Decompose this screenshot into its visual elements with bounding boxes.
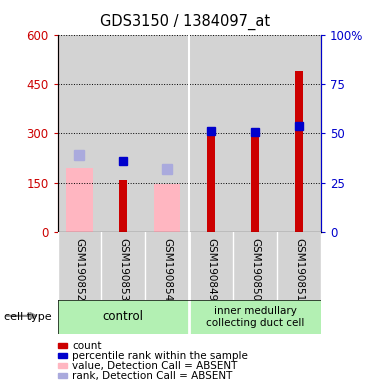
- Bar: [189, 35, 233, 232]
- Bar: [58, 35, 101, 232]
- Text: control: control: [103, 310, 144, 323]
- Bar: [233, 35, 277, 232]
- Text: GSM190849: GSM190849: [206, 238, 216, 301]
- Text: GSM190854: GSM190854: [162, 238, 172, 301]
- Bar: [233, 232, 277, 300]
- Bar: [277, 35, 321, 232]
- Bar: [58, 300, 189, 334]
- Bar: [119, 180, 127, 232]
- Text: rank, Detection Call = ABSENT: rank, Detection Call = ABSENT: [72, 371, 233, 381]
- Bar: [58, 232, 101, 300]
- Text: GSM190850: GSM190850: [250, 238, 260, 301]
- Bar: [189, 232, 233, 300]
- Bar: [295, 71, 303, 232]
- Bar: [101, 232, 145, 300]
- Text: cell type: cell type: [4, 312, 51, 322]
- Text: count: count: [72, 341, 102, 351]
- Bar: [277, 232, 321, 300]
- Bar: [145, 232, 189, 300]
- Bar: [101, 35, 145, 232]
- Text: value, Detection Call = ABSENT: value, Detection Call = ABSENT: [72, 361, 238, 371]
- Bar: [145, 35, 189, 232]
- Text: GSM190852: GSM190852: [75, 238, 85, 301]
- Bar: [66, 168, 93, 232]
- Bar: [154, 184, 180, 232]
- Bar: [207, 127, 215, 232]
- Text: GDS3150 / 1384097_at: GDS3150 / 1384097_at: [101, 13, 270, 30]
- Text: GSM190853: GSM190853: [118, 238, 128, 301]
- Text: inner medullary
collecting duct cell: inner medullary collecting duct cell: [206, 306, 304, 328]
- Text: percentile rank within the sample: percentile rank within the sample: [72, 351, 248, 361]
- Bar: [251, 134, 259, 232]
- Bar: [189, 300, 321, 334]
- Text: GSM190851: GSM190851: [294, 238, 304, 301]
